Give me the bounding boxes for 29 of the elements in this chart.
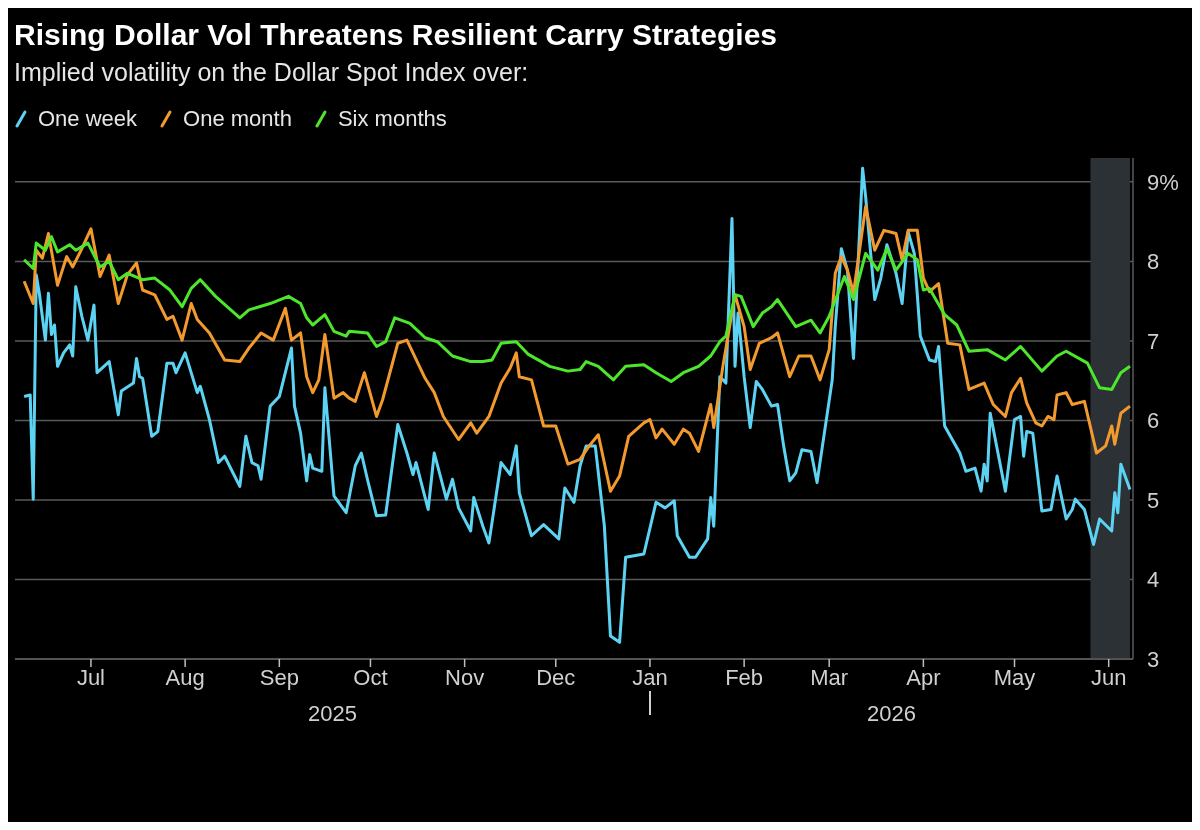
line-series bbox=[22, 166, 1132, 644]
text: 2026 bbox=[866, 701, 917, 727]
y-tick-label: 3 bbox=[1147, 646, 1160, 672]
x-tick-label: Mar bbox=[810, 664, 849, 690]
x-tick-label: Oct bbox=[353, 664, 388, 690]
y-tick-label: 9% bbox=[1147, 169, 1179, 195]
x-tick-label: Jan bbox=[632, 664, 668, 690]
y-tick-label: 6 bbox=[1147, 408, 1160, 434]
x-tick-label: Feb bbox=[725, 664, 764, 690]
x-tick-label: Jun bbox=[1090, 664, 1127, 690]
legend-label: Six months bbox=[337, 106, 447, 132]
chart-subtitle: Implied volatility on the Dollar Spot Index over: bbox=[14, 58, 529, 87]
text: 2025 bbox=[307, 701, 358, 727]
legend-label: One week bbox=[38, 106, 138, 132]
y-tick-label: 8 bbox=[1147, 249, 1160, 275]
chart-title: Rising Dollar Vol Threatens Resilient Carry Strategies bbox=[14, 18, 778, 52]
x-tick-label: Apr bbox=[906, 664, 941, 690]
y-tick-label: 4 bbox=[1147, 567, 1160, 593]
y-tick-label: 7 bbox=[1147, 328, 1160, 354]
line-series bbox=[22, 205, 1132, 493]
x-tick-label: Sep bbox=[259, 664, 299, 690]
x-tick-label: Dec bbox=[536, 664, 576, 690]
line-series bbox=[22, 235, 1132, 391]
x-tick-label: May bbox=[993, 664, 1036, 690]
x-tick-label: Jul bbox=[76, 664, 106, 690]
legend-label: One month bbox=[183, 106, 292, 132]
y-tick-label: 5 bbox=[1147, 487, 1160, 513]
x-tick-label: Nov bbox=[445, 664, 485, 690]
x-tick-label: Aug bbox=[165, 664, 205, 690]
